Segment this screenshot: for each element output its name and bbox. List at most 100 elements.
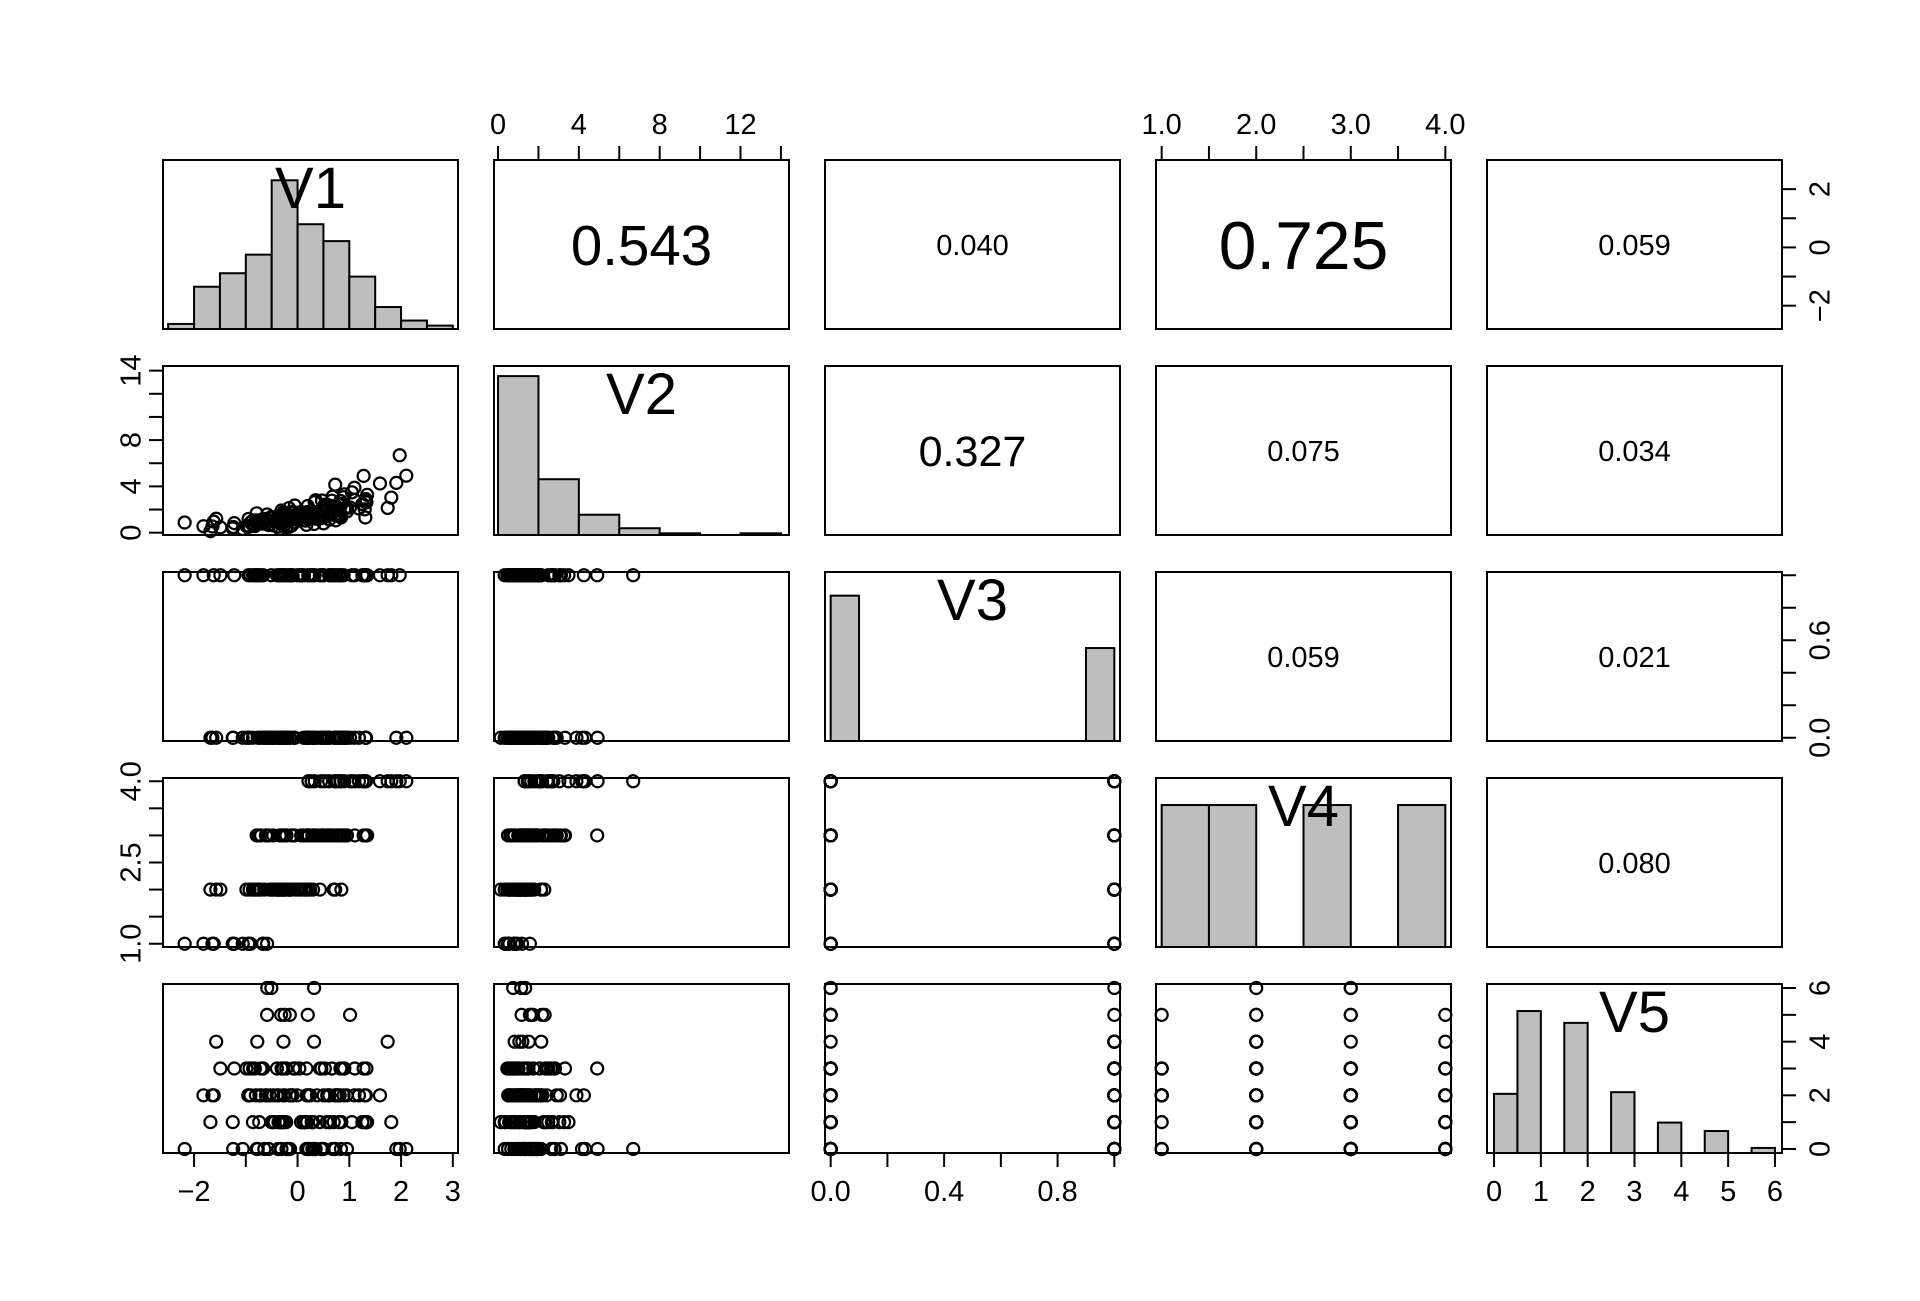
point [279,1115,294,1130]
point [249,1141,264,1157]
diag-label-V4: V4 [1268,774,1339,839]
hist-bar-V2 [497,375,540,537]
point [226,1141,241,1157]
point [333,1141,349,1157]
point [527,828,543,843]
point [347,1088,362,1103]
x-tick-label-V4: 3.0 [1331,109,1371,141]
point [553,1141,569,1157]
x-tick-label-V4: 4.0 [1425,109,1465,141]
point [1438,1061,1453,1076]
point [300,730,315,745]
point [299,1061,314,1076]
point [1107,1034,1122,1049]
panel-V3-V1 [162,571,459,742]
hist-bar-V5 [1656,1121,1683,1154]
panel-V1-V5 [1486,159,1783,330]
point [243,1088,258,1103]
point [301,882,317,897]
point [285,1088,300,1103]
point [372,476,388,491]
point [260,980,275,996]
point [511,1115,526,1130]
point [1343,980,1358,996]
point [264,980,279,996]
point [1438,1034,1453,1049]
point [577,730,593,745]
point [527,774,542,789]
point [334,1115,349,1130]
hist-bar-V2 [739,532,782,536]
point [177,1141,192,1157]
point [358,1115,374,1130]
y-tick-label-V1: −2 [1805,289,1837,322]
point [328,477,343,492]
point [501,1088,517,1103]
point [511,1141,526,1157]
point [823,1007,838,1022]
hist-bar-V5 [1703,1130,1730,1155]
x-tick-label-V5: 5 [1720,1176,1736,1208]
point [1249,1007,1264,1022]
x-tick-label-V4: 1.0 [1142,109,1182,141]
point [227,1061,242,1076]
point [399,774,414,789]
point [213,1061,228,1076]
point [322,506,337,521]
point [384,1115,399,1130]
panel-V2-V5 [1486,365,1783,536]
point [248,1088,263,1103]
hist-bar-V1 [193,285,221,330]
x-tick-label-V3: 0.0 [811,1176,851,1208]
y-tick-label-V5: 4 [1805,1034,1837,1050]
point [626,568,641,583]
point [360,487,375,502]
point [301,568,316,583]
point [1107,882,1122,897]
point [331,568,347,583]
hist-bar-V1 [244,253,273,330]
point [203,1115,218,1130]
point [1154,1088,1169,1103]
point [1438,1115,1453,1130]
correlation-V1-V2: 0.543 [571,214,712,277]
point [250,1034,265,1049]
point [235,936,250,951]
point [1343,1034,1358,1049]
point [301,774,316,789]
point [552,828,568,843]
point [225,730,240,745]
y-tick-label-V2: 8 [116,432,148,448]
hist-bar-V4 [1302,804,1352,948]
point [1154,1061,1169,1076]
point [626,774,641,789]
point [516,1061,531,1076]
point [392,448,407,463]
point [1343,1141,1358,1157]
point [203,882,218,897]
point [537,828,552,843]
point [577,774,593,789]
point [344,485,360,500]
point [502,1115,517,1130]
point [265,1115,280,1130]
hist-bar-V5 [1563,1021,1589,1154]
point [269,1061,285,1076]
point [823,828,838,843]
point [351,1088,367,1103]
point [514,1007,529,1022]
point [1438,1088,1453,1103]
point [324,493,339,508]
y-tick-label-V1: 0 [1805,239,1837,255]
point [227,568,242,583]
x-tick-label-V5: 2 [1580,1176,1596,1208]
point [331,1088,347,1103]
point [277,1088,292,1103]
panel-V5-V4 [1155,983,1452,1154]
point [1107,1007,1122,1022]
panel-V5-V3 [824,983,1121,1154]
point [357,502,372,517]
point [534,1007,550,1022]
point [339,730,355,745]
